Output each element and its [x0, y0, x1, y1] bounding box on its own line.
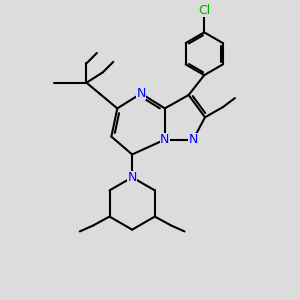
- Text: N: N: [160, 133, 170, 146]
- Text: Cl: Cl: [198, 4, 210, 17]
- Text: N: N: [188, 133, 198, 146]
- Text: N: N: [136, 87, 146, 100]
- Text: N: N: [128, 171, 137, 184]
